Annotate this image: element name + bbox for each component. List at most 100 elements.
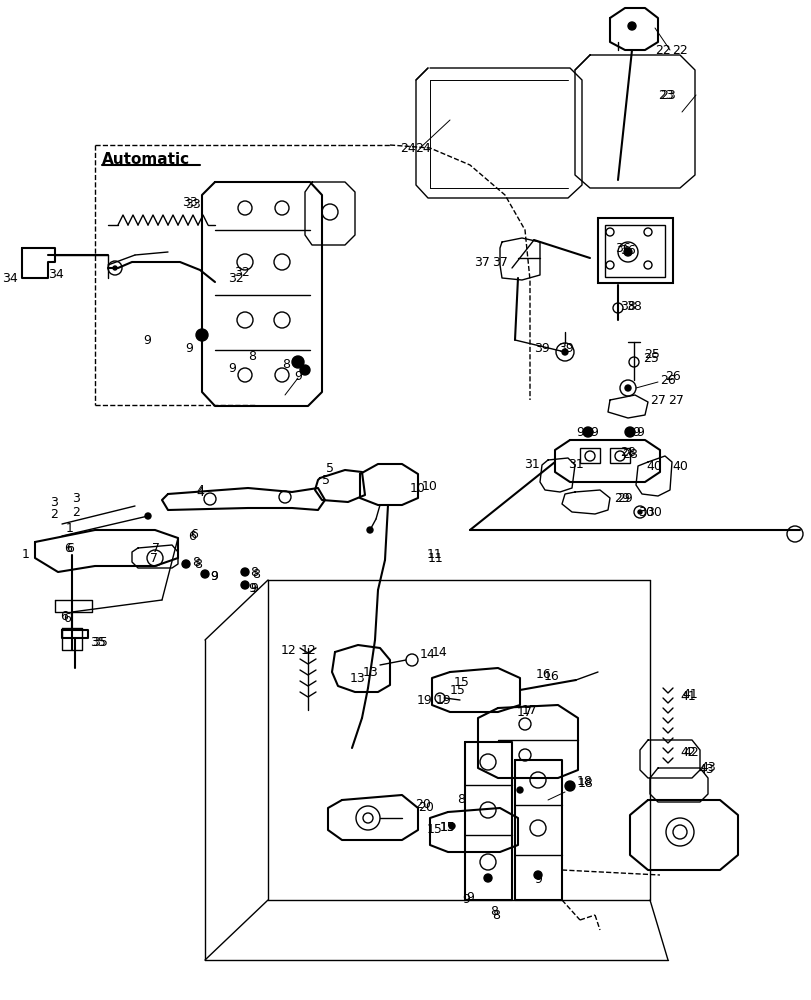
Text: 29: 29	[613, 491, 629, 504]
Circle shape	[627, 22, 635, 30]
Text: 20: 20	[418, 801, 433, 814]
Text: 9: 9	[228, 361, 235, 374]
Text: 22: 22	[654, 44, 670, 57]
Text: 8: 8	[194, 558, 202, 570]
Text: 8: 8	[491, 909, 500, 922]
Text: 36: 36	[620, 243, 635, 256]
Circle shape	[534, 871, 541, 879]
Text: 9: 9	[466, 891, 474, 904]
Text: 10: 10	[422, 481, 437, 493]
Text: 9: 9	[247, 582, 255, 594]
Text: 12: 12	[280, 644, 296, 656]
Text: 11: 11	[427, 548, 442, 562]
Text: 38: 38	[625, 300, 641, 312]
Text: 4: 4	[195, 486, 204, 498]
Text: 6: 6	[66, 542, 74, 554]
Circle shape	[367, 527, 372, 533]
Text: 34: 34	[48, 268, 64, 282]
Text: 43: 43	[697, 763, 713, 776]
Text: 23: 23	[659, 89, 675, 102]
Text: 8: 8	[457, 793, 465, 806]
Bar	[609, 448, 629, 463]
Text: 7: 7	[152, 542, 160, 554]
Text: 25: 25	[642, 352, 658, 364]
Text: 24: 24	[414, 142, 430, 155]
Text: 8: 8	[191, 556, 200, 568]
Text: 23: 23	[657, 89, 673, 102]
Text: 8: 8	[247, 350, 255, 362]
Text: 25: 25	[643, 349, 659, 361]
Text: 8: 8	[251, 568, 260, 580]
Text: 16: 16	[543, 670, 559, 682]
Text: 2: 2	[72, 506, 79, 518]
Text: 1: 1	[22, 548, 30, 560]
Text: 42: 42	[679, 746, 695, 758]
Text: 6: 6	[60, 609, 68, 622]
Text: 17: 17	[521, 704, 537, 716]
Text: 37: 37	[491, 256, 507, 269]
Text: 8: 8	[250, 566, 258, 578]
Text: 41: 41	[679, 690, 695, 702]
Text: 17: 17	[517, 706, 532, 718]
Circle shape	[483, 874, 491, 882]
Circle shape	[448, 823, 454, 829]
Text: 6: 6	[188, 530, 195, 542]
Text: 9: 9	[635, 426, 643, 438]
Text: 9: 9	[461, 893, 470, 906]
Text: 33: 33	[182, 196, 198, 209]
Text: 15: 15	[427, 823, 443, 836]
Text: 8: 8	[489, 905, 497, 918]
Text: 14: 14	[419, 648, 436, 662]
Text: 11: 11	[427, 552, 443, 564]
Text: 19: 19	[436, 694, 451, 706]
Text: 26: 26	[659, 373, 675, 386]
Text: 6: 6	[63, 611, 71, 624]
Text: 40: 40	[646, 460, 661, 473]
Text: 28: 28	[621, 448, 637, 460]
Text: 30: 30	[637, 506, 653, 518]
Text: 12: 12	[301, 644, 316, 656]
Text: 15: 15	[440, 821, 455, 834]
Text: 13: 13	[363, 666, 378, 678]
Text: 26: 26	[664, 369, 680, 382]
Text: 5: 5	[322, 474, 329, 487]
Text: 19: 19	[416, 694, 431, 706]
Text: 31: 31	[524, 458, 539, 472]
Text: 15: 15	[449, 684, 466, 698]
Text: 33: 33	[185, 198, 200, 212]
Text: 9: 9	[534, 874, 541, 886]
Text: 18: 18	[577, 775, 592, 788]
Text: 8: 8	[281, 359, 290, 371]
Text: 4: 4	[195, 484, 204, 496]
Text: 22: 22	[672, 44, 687, 57]
Text: 9: 9	[590, 426, 597, 438]
Text: 35: 35	[92, 636, 108, 648]
Circle shape	[145, 513, 151, 519]
Text: 39: 39	[557, 342, 573, 355]
Text: 13: 13	[350, 672, 366, 684]
Circle shape	[624, 427, 634, 437]
Text: 32: 32	[228, 271, 243, 284]
Text: 9: 9	[294, 369, 302, 382]
Text: 38: 38	[620, 300, 635, 312]
Text: 16: 16	[535, 668, 551, 682]
Circle shape	[201, 570, 208, 578]
Text: 2: 2	[50, 508, 58, 520]
Text: 9: 9	[210, 570, 217, 582]
Circle shape	[299, 365, 310, 375]
Text: 1: 1	[66, 522, 74, 534]
Circle shape	[564, 781, 574, 791]
Bar	[604, 225, 664, 277]
Text: 42: 42	[682, 746, 698, 758]
Text: 20: 20	[414, 798, 431, 811]
Circle shape	[292, 356, 303, 368]
Text: 40: 40	[672, 460, 687, 473]
Text: 9: 9	[143, 334, 151, 347]
Text: Automatic: Automatic	[102, 152, 190, 167]
Circle shape	[113, 266, 117, 270]
Text: 6: 6	[190, 528, 198, 540]
Text: 32: 32	[234, 265, 250, 278]
Text: 15: 15	[440, 821, 455, 834]
Text: 9: 9	[250, 582, 258, 594]
Circle shape	[637, 510, 642, 514]
